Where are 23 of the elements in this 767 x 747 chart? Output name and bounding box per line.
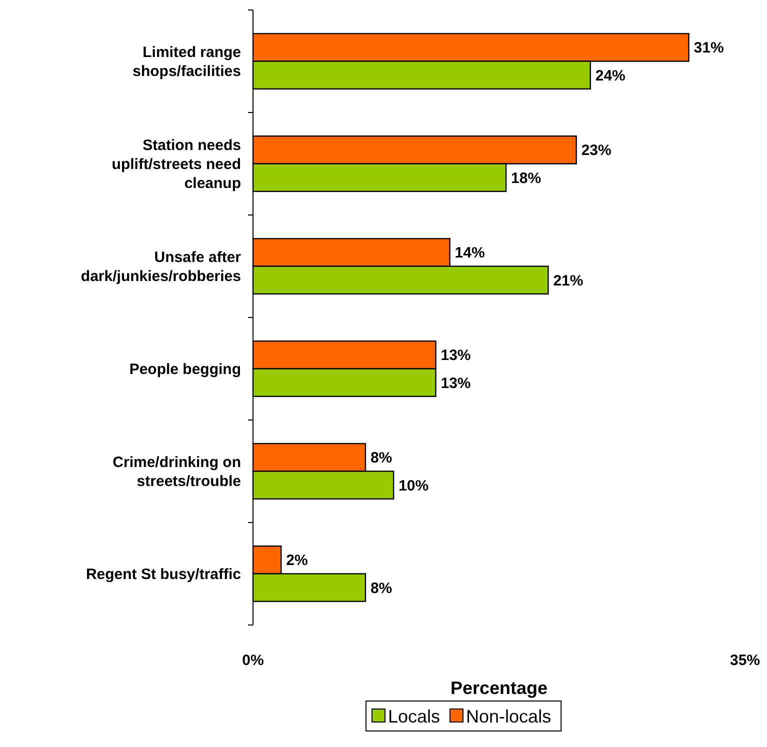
data-label: 23% xyxy=(581,142,612,160)
data-label: 24% xyxy=(595,67,626,84)
y-tick-label: Regent St busy/traffic xyxy=(86,566,241,583)
x-tick-label: 0% xyxy=(242,652,264,669)
x-axis-title: Percentage xyxy=(450,678,548,698)
x-tick-label: 35% xyxy=(730,652,760,669)
data-label: 13% xyxy=(440,374,471,392)
data-label: 8% xyxy=(370,580,392,597)
legend-label: Non-locals xyxy=(466,706,552,726)
data-label: 14% xyxy=(454,244,485,262)
data-label: 13% xyxy=(440,347,471,364)
data-label: 10% xyxy=(398,477,429,494)
data-label: 18% xyxy=(511,170,542,187)
data-label: 21% xyxy=(553,272,584,290)
y-tick-label: Limited range shops/facilities xyxy=(132,44,241,80)
y-tick-label: Station needs uplift/streets need cleanup xyxy=(112,137,241,192)
y-tick-label: Unsafe after dark/junkies/robberies xyxy=(80,249,242,285)
y-tick-label: Crime/drinking on streets/trouble xyxy=(112,454,241,490)
data-label: 8% xyxy=(370,450,392,467)
y-tick-label: People begging xyxy=(129,361,241,378)
data-label: 2% xyxy=(286,552,308,570)
legend-label: Locals xyxy=(388,706,440,726)
data-label: 31% xyxy=(694,40,724,57)
